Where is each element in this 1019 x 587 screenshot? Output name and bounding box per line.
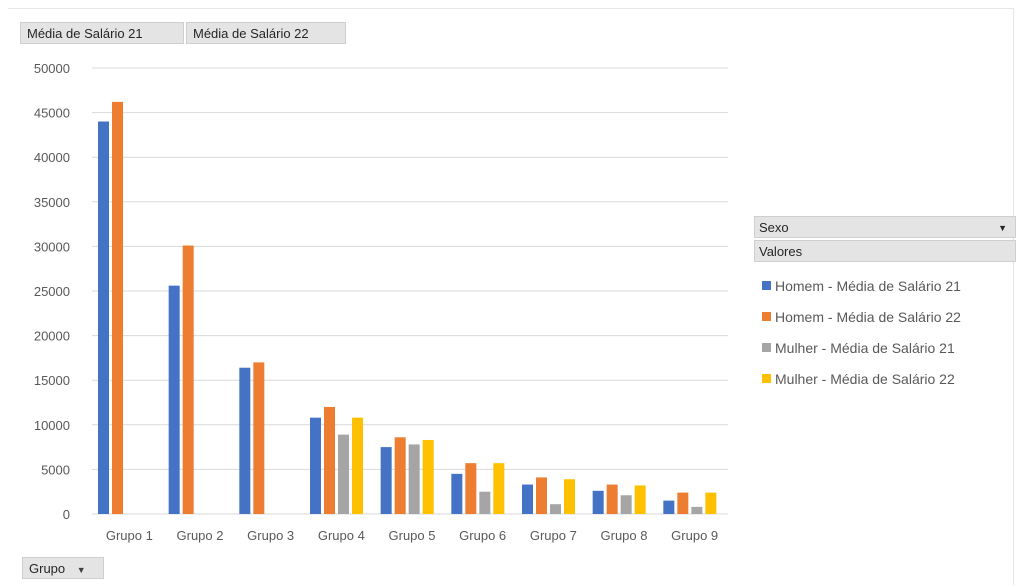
legend-label: Mulher - Média de Salário 22 [775,370,955,387]
bar [253,362,265,514]
legend-swatch [762,312,771,321]
legend-item[interactable]: Homem - Média de Salário 21 [754,270,1016,301]
legend-swatch [762,374,771,383]
bar [451,473,463,514]
bar [324,406,335,514]
y-tick-label: 45000 [34,106,70,121]
bar [522,484,533,514]
bar [422,439,434,514]
bar [310,417,321,514]
values-field-button-salario-21[interactable]: Média de Salário 21 [20,22,184,44]
bar [168,285,180,514]
bar [677,492,689,514]
chart-frame [8,8,1014,585]
legend-swatch [762,281,771,290]
bar [691,506,703,514]
bar [408,444,420,514]
axis-field-label: Grupo [29,561,66,576]
bar [663,500,675,514]
bar [338,434,349,514]
x-tick-label: Grupo 4 [318,528,365,543]
legend-field-label: Sexo [759,220,789,235]
y-tick-label: 40000 [34,150,70,165]
bar [493,463,505,514]
legend-item[interactable]: Homem - Média de Salário 22 [754,301,1016,332]
y-tick-label: 50000 [34,61,70,76]
dropdown-arrow-icon[interactable]: ▼ [76,565,86,575]
bar [98,121,109,515]
bar [352,417,363,514]
legend-label: Homem - Média de Salário 21 [775,277,961,294]
x-tick-label: Grupo 7 [530,528,577,543]
y-tick-label: 5000 [41,462,70,477]
bar [634,485,646,514]
x-tick-label: Grupo 5 [389,528,436,543]
dropdown-arrow-icon[interactable]: ▼ [998,223,1007,233]
bar-chart: 0 5000 10000 15000 20000 25000 30000 35000 40000… [34,61,728,543]
y-tick-label: 20000 [34,329,70,344]
legend-item[interactable]: Mulher - Média de Salário 22 [754,363,1016,394]
x-tick-label: Grupo 6 [459,528,506,543]
values-field-label: Média de Salário 22 [193,26,309,41]
legend-label: Mulher - Média de Salário 21 [775,339,955,356]
x-tick-label: Grupo 9 [671,528,718,543]
x-tick-label: Grupo 2 [177,528,224,543]
legend-swatch [762,343,771,352]
bar [465,463,477,514]
bar [705,492,717,514]
legend-panel: Sexo ▼ Valores Homem - Média de Salário … [754,216,1016,394]
values-field-button-salario-22[interactable]: Média de Salário 22 [186,22,346,44]
legend-item[interactable]: Mulher - Média de Salário 21 [754,332,1016,363]
bar [380,447,392,514]
y-tick-label: 30000 [34,239,70,254]
bar [550,504,561,514]
x-tick-label: Grupo 1 [106,528,153,543]
bar [592,490,604,514]
bar [182,245,194,514]
bar [239,367,251,514]
values-field-label: Média de Salário 21 [27,26,143,41]
y-tick-label: 25000 [34,284,70,299]
y-tick-label: 35000 [34,195,70,210]
legend-field-button-sexo[interactable]: Sexo ▼ [754,216,1016,238]
legend-label: Homem - Média de Salário 22 [775,308,961,325]
axis-field-button-grupo[interactable]: Grupo ▼ [22,557,104,579]
x-tick-label: Grupo 8 [601,528,648,543]
y-tick-label: 15000 [34,373,70,388]
bar [620,495,632,514]
bar [536,477,547,514]
legend-values-header: Valores [754,240,1016,262]
y-tick-label: 10000 [34,418,70,433]
y-tick-label: 0 [63,507,70,522]
bar [479,491,491,514]
bar [606,484,618,514]
bar [112,101,123,514]
x-tick-label: Grupo 3 [247,528,294,543]
legend: Homem - Média de Salário 21 Homem - Média… [754,270,1016,394]
bar [564,479,575,514]
bar [394,437,406,514]
